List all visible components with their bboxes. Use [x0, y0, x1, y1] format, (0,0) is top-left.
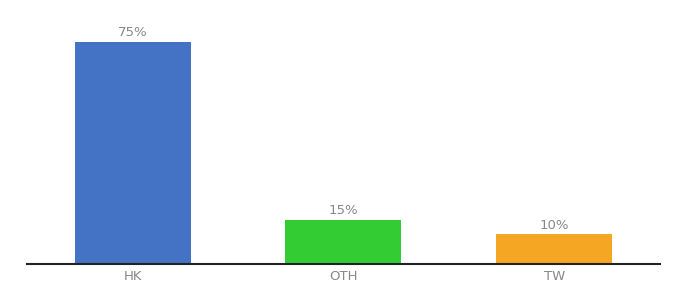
Text: 15%: 15% — [328, 204, 358, 217]
Bar — [75, 42, 190, 264]
Bar — [496, 234, 612, 264]
Text: 75%: 75% — [118, 26, 148, 39]
Text: 10%: 10% — [539, 219, 569, 232]
Bar — [286, 220, 401, 264]
